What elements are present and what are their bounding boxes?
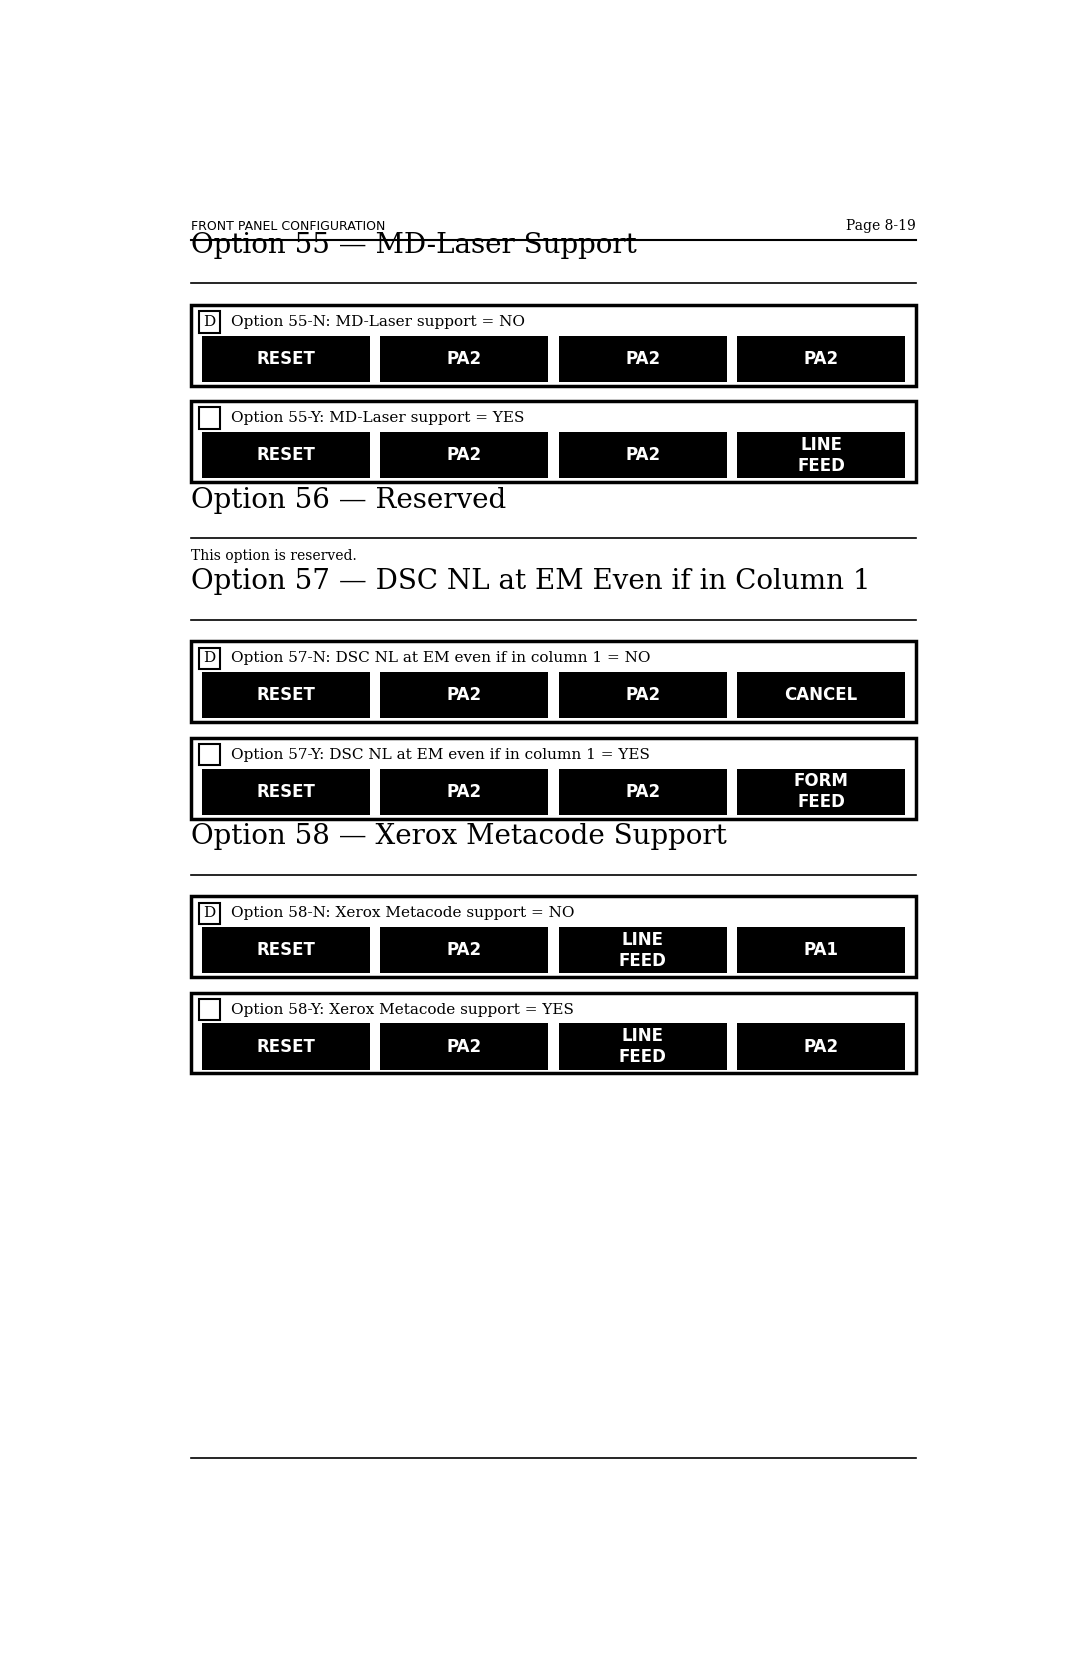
Text: PA2: PA2	[625, 783, 660, 801]
Text: Option 57-N: DSC NL at EM even if in column 1 = NO: Option 57-N: DSC NL at EM even if in col…	[231, 651, 650, 666]
Text: PA2: PA2	[625, 350, 660, 367]
Text: RESET: RESET	[256, 446, 315, 464]
FancyBboxPatch shape	[558, 335, 727, 382]
FancyBboxPatch shape	[380, 432, 549, 479]
FancyBboxPatch shape	[737, 335, 905, 382]
FancyBboxPatch shape	[558, 1023, 727, 1070]
FancyBboxPatch shape	[737, 673, 905, 718]
Text: Option 56 — Reserved: Option 56 — Reserved	[191, 486, 507, 514]
Text: D: D	[203, 906, 216, 920]
FancyBboxPatch shape	[202, 335, 370, 382]
FancyBboxPatch shape	[380, 928, 549, 973]
Text: Option 58 — Xerox Metacode Support: Option 58 — Xerox Metacode Support	[191, 823, 727, 850]
Text: Option 55-N: MD-Laser support = NO: Option 55-N: MD-Laser support = NO	[231, 315, 525, 329]
FancyBboxPatch shape	[737, 768, 905, 814]
Text: Option 55 — MD-Laser Support: Option 55 — MD-Laser Support	[191, 232, 636, 259]
FancyBboxPatch shape	[199, 903, 220, 925]
FancyBboxPatch shape	[191, 896, 916, 978]
Text: Option 58-N: Xerox Metacode support = NO: Option 58-N: Xerox Metacode support = NO	[231, 906, 575, 920]
FancyBboxPatch shape	[191, 738, 916, 818]
Text: PA2: PA2	[804, 1038, 839, 1055]
FancyBboxPatch shape	[558, 432, 727, 479]
FancyBboxPatch shape	[737, 928, 905, 973]
Text: RESET: RESET	[256, 941, 315, 960]
FancyBboxPatch shape	[737, 1023, 905, 1070]
Text: D: D	[203, 315, 216, 329]
Text: Option 58-Y: Xerox Metacode support = YES: Option 58-Y: Xerox Metacode support = YE…	[231, 1003, 573, 1016]
FancyBboxPatch shape	[199, 744, 220, 766]
Text: PA2: PA2	[447, 686, 482, 704]
FancyBboxPatch shape	[202, 673, 370, 718]
Text: Option 57-Y: DSC NL at EM even if in column 1 = YES: Option 57-Y: DSC NL at EM even if in col…	[231, 748, 650, 761]
FancyBboxPatch shape	[191, 305, 916, 386]
Text: PA2: PA2	[625, 686, 660, 704]
FancyBboxPatch shape	[202, 768, 370, 814]
Text: FORM
FEED: FORM FEED	[794, 773, 849, 811]
Text: RESET: RESET	[256, 686, 315, 704]
Text: PA2: PA2	[447, 941, 482, 960]
Text: LINE
FEED: LINE FEED	[619, 1026, 666, 1066]
FancyBboxPatch shape	[202, 432, 370, 479]
FancyBboxPatch shape	[199, 310, 220, 332]
FancyBboxPatch shape	[737, 432, 905, 479]
Text: PA2: PA2	[625, 446, 660, 464]
FancyBboxPatch shape	[380, 768, 549, 814]
Text: CANCEL: CANCEL	[784, 686, 858, 704]
Text: RESET: RESET	[256, 350, 315, 367]
Text: PA2: PA2	[447, 446, 482, 464]
FancyBboxPatch shape	[199, 998, 220, 1020]
Text: PA2: PA2	[447, 1038, 482, 1055]
Text: PA2: PA2	[804, 350, 839, 367]
Text: PA1: PA1	[804, 941, 839, 960]
FancyBboxPatch shape	[191, 641, 916, 723]
Text: Option 57 — DSC NL at EM Even if in Column 1: Option 57 — DSC NL at EM Even if in Colu…	[191, 567, 870, 596]
FancyBboxPatch shape	[558, 928, 727, 973]
FancyBboxPatch shape	[191, 401, 916, 482]
Text: Option 55-Y: MD-Laser support = YES: Option 55-Y: MD-Laser support = YES	[231, 411, 525, 426]
Text: FRONT PANEL CONFIGURATION: FRONT PANEL CONFIGURATION	[191, 220, 386, 232]
FancyBboxPatch shape	[202, 928, 370, 973]
Text: This option is reserved.: This option is reserved.	[191, 549, 356, 562]
FancyBboxPatch shape	[199, 407, 220, 429]
Text: Page 8-19: Page 8-19	[847, 219, 916, 232]
FancyBboxPatch shape	[380, 335, 549, 382]
Text: LINE
FEED: LINE FEED	[797, 436, 846, 474]
FancyBboxPatch shape	[380, 673, 549, 718]
Text: RESET: RESET	[256, 783, 315, 801]
FancyBboxPatch shape	[202, 1023, 370, 1070]
Text: D: D	[203, 651, 216, 666]
FancyBboxPatch shape	[191, 993, 916, 1073]
Text: PA2: PA2	[447, 350, 482, 367]
FancyBboxPatch shape	[380, 1023, 549, 1070]
Text: LINE
FEED: LINE FEED	[619, 931, 666, 970]
Text: RESET: RESET	[256, 1038, 315, 1055]
Text: PA2: PA2	[447, 783, 482, 801]
FancyBboxPatch shape	[558, 673, 727, 718]
FancyBboxPatch shape	[199, 648, 220, 669]
FancyBboxPatch shape	[558, 768, 727, 814]
